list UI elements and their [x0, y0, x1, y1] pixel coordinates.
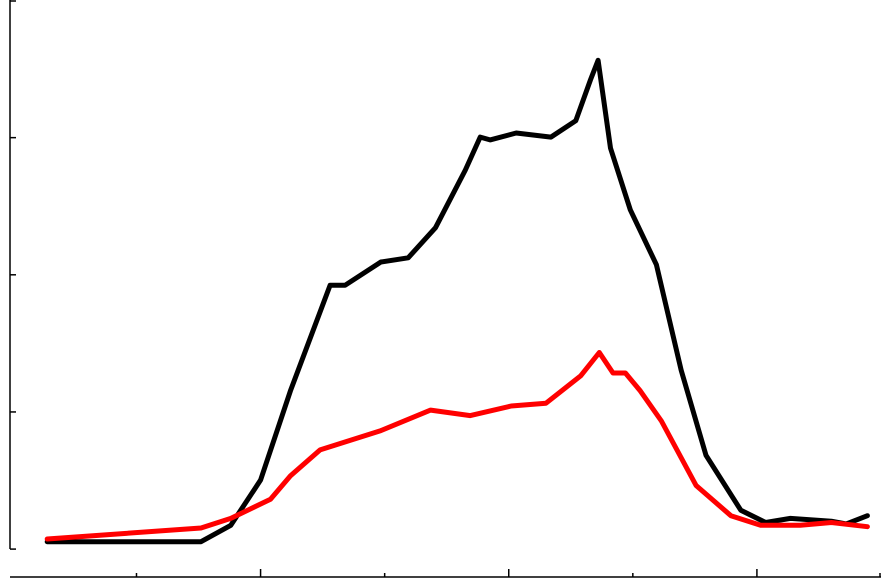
- data-line: [44, 57, 870, 545]
- data-line: [44, 350, 870, 542]
